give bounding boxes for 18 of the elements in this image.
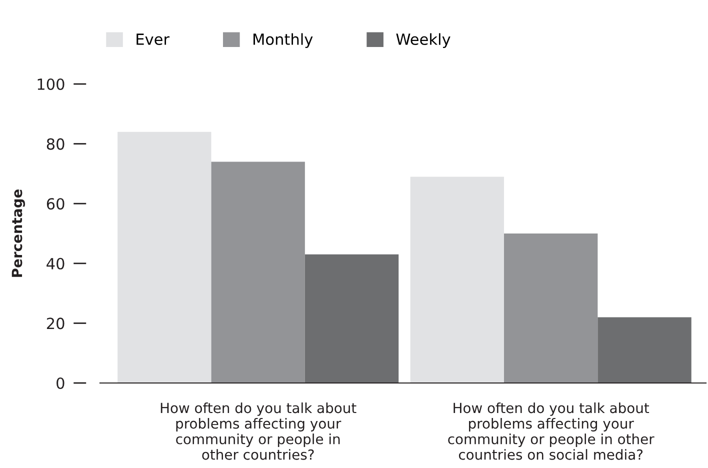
y-axis-title: Percentage [12,189,26,277]
y-tick-label: 60 [46,198,64,210]
x-tick-label: How often do you talk about problems affecting your community or people in other countries? [160,402,356,460]
bar [410,176,504,383]
bar [598,317,692,383]
y-tick-label: 80 [46,138,64,150]
legend-label: Weekly [396,33,450,48]
legend-label: Ever [136,34,170,46]
y-tick-label: 100 [38,78,64,90]
bar [118,132,212,383]
bar [304,254,399,383]
y-tick-label: 20 [46,318,64,330]
bar [211,162,305,383]
y-tick-label: 40 [46,258,64,270]
x-tick-label: How often do you talk about problems affecting your community or people in other countries on social media? [448,402,654,460]
y-tick-label: 0 [56,377,64,390]
legend-label: Monthly [254,33,313,48]
bar [504,234,598,383]
